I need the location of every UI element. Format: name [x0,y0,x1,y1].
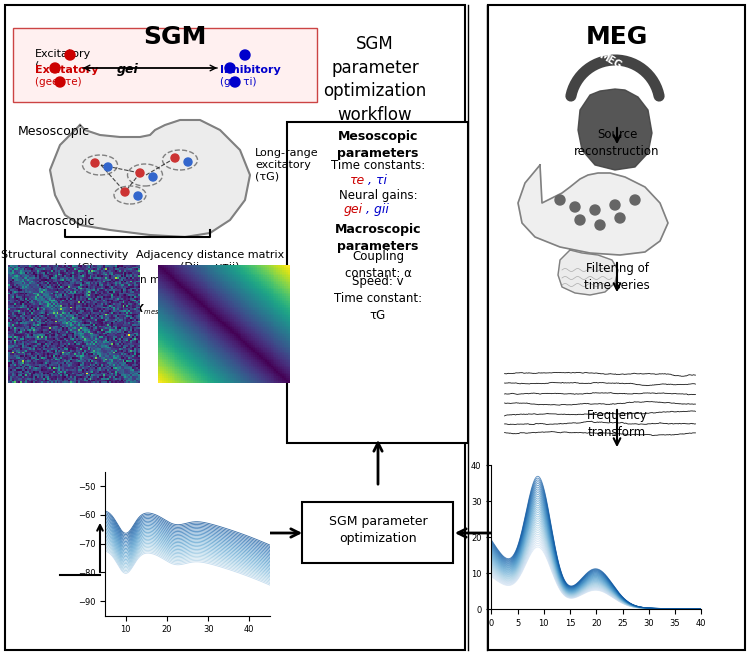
FancyBboxPatch shape [302,502,453,563]
Text: (gee, τe): (gee, τe) [35,77,82,87]
Circle shape [575,215,585,225]
Text: Neural gains:: Neural gains: [339,189,417,202]
Text: Speed: v: Speed: v [352,275,404,288]
Text: Excitatory
(: Excitatory ( [35,49,92,71]
Text: SGM
parameter
optimization
workflow: SGM parameter optimization workflow [323,35,427,124]
Text: Time constant:
τG: Time constant: τG [334,292,422,322]
Text: MEG: MEG [586,25,648,49]
Text: SGM: SGM [143,25,207,49]
Text: MEG: MEG [597,50,623,70]
Circle shape [50,63,60,73]
Circle shape [65,50,75,60]
Circle shape [136,169,144,177]
FancyBboxPatch shape [13,28,317,102]
Circle shape [595,220,605,230]
Polygon shape [578,89,652,170]
Circle shape [184,158,192,166]
Text: Macroscopic: Macroscopic [18,215,95,228]
Text: Long-range
excitatory
(τG): Long-range excitatory (τG) [255,149,319,181]
Circle shape [570,202,580,212]
Circle shape [555,195,565,205]
Text: SGM parameter
optimization: SGM parameter optimization [328,515,427,545]
Text: , τi: , τi [368,174,387,187]
Polygon shape [558,250,618,295]
Text: (gii, τi): (gii, τi) [220,77,257,87]
Text: Frequency
transform: Frequency transform [586,409,647,439]
Text: , gii: , gii [366,203,388,216]
Circle shape [134,192,142,200]
Text: Coupling
constant: α: Coupling constant: α [344,250,412,280]
Circle shape [121,188,129,196]
Text: gei: gei [117,64,139,77]
Text: Structural connectivity
matrix (C): Structural connectivity matrix (C) [2,250,129,272]
Text: Mesoscopic: Mesoscopic [18,125,90,138]
Text: Excitatory: Excitatory [35,65,98,75]
Text: Source
reconstruction: Source reconstruction [574,128,660,158]
Text: $\boldsymbol{X}_{macro}(\omega) = \sum_{k=1}^{N} \frac{\boldsymbol{u}_k(\omega)\: $\boldsymbol{X}_{macro}(\omega) = \sum_{… [10,292,183,325]
Text: Macroscopic
parameters: Macroscopic parameters [334,223,422,253]
Circle shape [225,63,235,73]
Text: Adjacency distance matrix
(Dij = vτij): Adjacency distance matrix (Dij = vτij) [136,250,284,272]
Text: Time constants:: Time constants: [331,159,425,172]
Circle shape [91,159,99,167]
Circle shape [104,163,112,171]
Text: gei: gei [344,203,363,216]
FancyBboxPatch shape [287,122,468,443]
Circle shape [171,154,179,162]
Circle shape [55,77,65,87]
Polygon shape [50,120,250,237]
Circle shape [240,50,250,60]
Text: Complex Laplacian matrix $\mathcal{L} = I - \alpha C^*(\mathbf{D})$: Complex Laplacian matrix $\mathcal{L} = … [48,272,262,288]
Circle shape [610,200,620,210]
Circle shape [230,77,240,87]
Text: Filtering of
time series: Filtering of time series [584,262,650,292]
Circle shape [630,195,640,205]
FancyBboxPatch shape [5,5,465,650]
Text: Inhibitory: Inhibitory [220,65,280,75]
Text: Mesoscopic
parameters: Mesoscopic parameters [338,130,418,160]
Circle shape [149,173,157,181]
Text: τe: τe [350,174,365,187]
Circle shape [590,205,600,215]
Polygon shape [518,165,668,255]
Circle shape [615,213,625,223]
FancyBboxPatch shape [488,5,745,650]
